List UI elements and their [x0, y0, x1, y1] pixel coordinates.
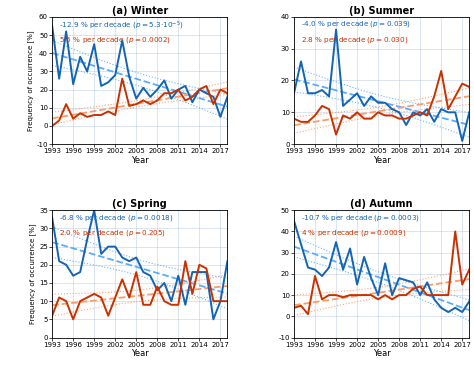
Title: (d) Autumn: (d) Autumn [350, 200, 413, 210]
X-axis label: Year: Year [131, 349, 149, 358]
Text: -6.8 % per decade ($p = 0.0018$): -6.8 % per decade ($p = 0.0018$) [59, 213, 173, 223]
X-axis label: Year: Year [373, 349, 391, 358]
Text: 2.8 % per decade ($p = 0.030$): 2.8 % per decade ($p = 0.030$) [301, 35, 408, 45]
Title: (c) Spring: (c) Spring [112, 200, 167, 210]
X-axis label: Year: Year [131, 156, 149, 165]
Text: 4 % per decade ($p = 0.0009$): 4 % per decade ($p = 0.0009$) [301, 228, 406, 238]
Title: (a) Winter: (a) Winter [112, 6, 168, 16]
Text: 2.0 % per decade ($p = 0.205$): 2.0 % per decade ($p = 0.205$) [59, 228, 166, 238]
Text: 5.6 % per decade ($p = 0.0002$): 5.6 % per decade ($p = 0.0002$) [59, 35, 171, 45]
Y-axis label: Frequency of occurrence [%]: Frequency of occurrence [%] [29, 224, 36, 324]
Text: -12.9 % per decade ($p = 5.3{\cdot}10^{-5}$): -12.9 % per decade ($p = 5.3{\cdot}10^{-… [59, 20, 184, 32]
Text: -4.0 % per decade ($p = 0.039$): -4.0 % per decade ($p = 0.039$) [301, 20, 411, 29]
Y-axis label: Frequency of occurrence [%]: Frequency of occurrence [%] [27, 30, 34, 131]
X-axis label: Year: Year [373, 156, 391, 165]
Title: (b) Summer: (b) Summer [349, 6, 414, 16]
Text: -10.7 % per decade ($p = 0.0003$): -10.7 % per decade ($p = 0.0003$) [301, 213, 420, 223]
